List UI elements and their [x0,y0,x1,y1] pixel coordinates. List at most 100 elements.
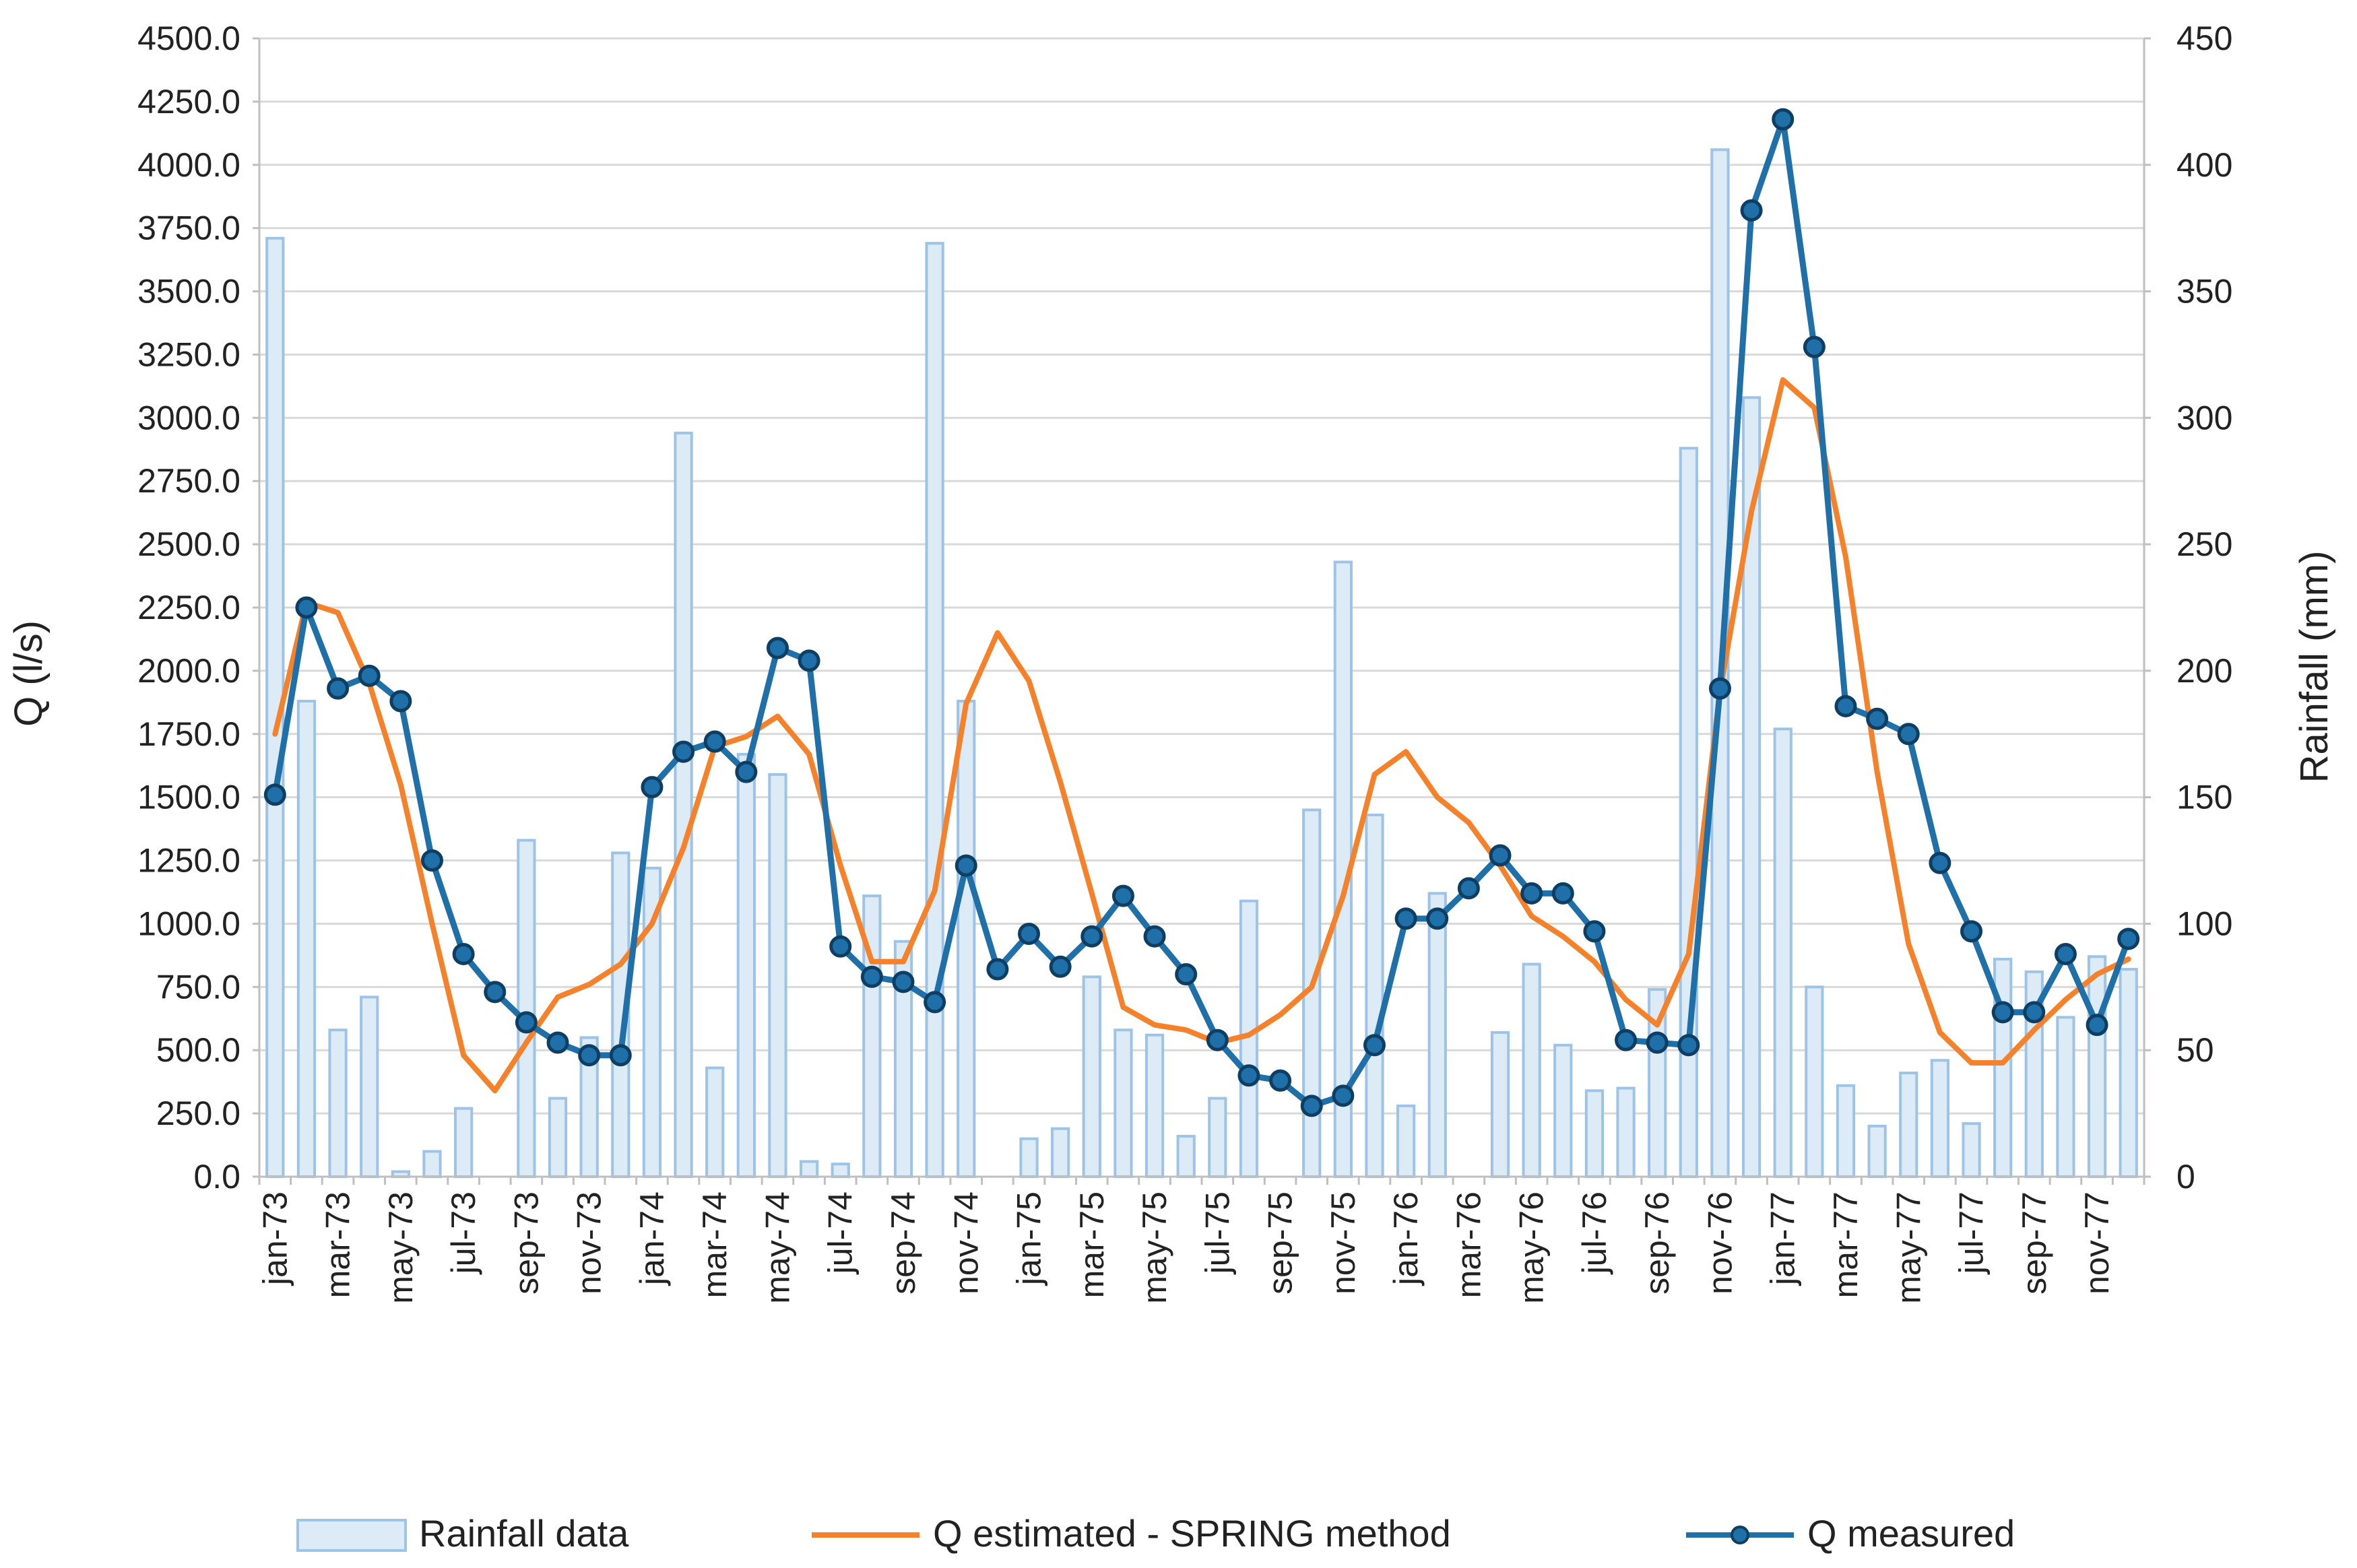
legend: Rainfall data Q estimated - SPRING metho… [296,1512,2015,1555]
rainfall-bar [422,1150,442,1179]
q-measured-point [1677,1034,1700,1057]
x-tick-label: jul-75 [1198,1191,1236,1275]
q-measured-point [358,664,381,687]
x-tick-label: mar-77 [1827,1191,1865,1298]
q-measured-point [327,677,350,700]
rainfall-bar [1051,1127,1070,1178]
rainfall-bar [360,995,379,1179]
rainfall-bar [548,1097,568,1178]
q-measured-point [2023,1001,2046,1024]
q-measured-point [1143,925,1166,948]
q-measured-point [1018,922,1041,945]
rainfall-bar [768,773,787,1179]
legend-label-rainfall: Rainfall data [419,1512,629,1555]
x-tick-label: jan-74 [633,1191,671,1286]
rainfall-bar [1082,975,1101,1179]
rainfall-bar [1208,1097,1227,1178]
rainfall-bar [2056,1016,2075,1179]
q-measured-point [1740,199,1763,222]
x-tick-label: sep-74 [884,1191,922,1295]
y2-tick-label: 350 [2176,273,2232,311]
q-measured-point [1646,1031,1669,1054]
rainfall-bar [1553,1043,1573,1178]
q-measured-point [1269,1069,1292,1092]
y2-tick-label: 50 [2176,1031,2214,1069]
q-measured-point [1551,882,1574,905]
q-measured-point [672,740,695,763]
y-tick-label: 1500.0 [137,779,240,816]
q-measured-point [578,1044,601,1067]
q-measured-point [1520,882,1543,905]
q-measured-point [295,596,318,619]
y-tick-label: 3000.0 [137,399,240,436]
q-measured-point [1300,1095,1323,1117]
y-tick-label: 1750.0 [137,715,240,753]
q-measured-point [1897,723,1920,746]
y2-tick-label: 0 [2176,1158,2195,1196]
y-axis-title: Q (l/s) [7,620,51,727]
x-tick-label: jul-77 [1953,1191,1991,1275]
rainfall-bar [328,1028,348,1178]
rainfall-bar [799,1160,819,1179]
q-measured-point [1929,851,1951,874]
y-tick-label: 750.0 [156,968,240,1006]
x-tick-label: sep-75 [1262,1191,1299,1295]
q-measured-point [1237,1064,1260,1087]
x-tick-label: mar-74 [696,1191,734,1298]
q-measured-point [1615,1028,1638,1051]
q-measured-point [1457,877,1480,900]
y-tick-label: 2000.0 [137,652,240,690]
q-lines [263,108,2140,1117]
x-tick-label: jan-75 [1010,1191,1048,1286]
rainfall-bar [1836,1084,1856,1179]
y-tick-label: 4250.0 [137,83,240,121]
legend-label-q-measured: Q measured [1807,1512,2015,1555]
x-tick-label: mar-73 [319,1191,357,1298]
q-measured-point [1708,677,1731,700]
q-measured-point [1803,335,1826,358]
rainfall-bar [1365,813,1384,1178]
rainfall-bar [1427,892,1447,1179]
q-measured-point [2086,1014,2108,1037]
y-tick-label: 1000.0 [137,905,240,942]
q-measured-point [1080,925,1103,948]
q-measured-point [1426,907,1449,930]
rainfall-bar [1522,962,1541,1178]
y-tick-label: 2750.0 [137,462,240,500]
rainfall-bar [831,1163,850,1178]
rainfall-bar [1805,985,1824,1179]
q-measured-point [1960,920,1983,943]
rainfall-bar [1584,1089,1605,1179]
rainfall-bar [925,242,944,1179]
rainfall-bar [1490,1031,1510,1179]
rainfall-bar [1773,727,1793,1179]
q-measured-line [271,116,2132,1109]
x-tick-label: may-73 [382,1191,420,1304]
q-measured-point [955,854,977,877]
rainfall-bar [453,1107,474,1178]
y-tick-label: 1250.0 [137,842,240,880]
x-tick-label: sep-76 [1638,1191,1676,1295]
q-measured-point [263,783,286,806]
rainfall-bar [1144,1033,1165,1178]
q-measured-point [1834,694,1857,717]
x-tick-label: jul-73 [445,1191,482,1275]
y2-tick-label: 300 [2176,399,2232,436]
x-tick-label: may-75 [1136,1191,1173,1304]
q-measured-point [892,971,915,993]
q-measured-point [798,649,820,672]
y2-tick-label: 400 [2176,146,2232,184]
y-tick-label: 4000.0 [137,146,240,184]
y-tick-label: 3750.0 [137,209,240,247]
q-measured-point [735,760,758,783]
rainfall-bar [957,699,976,1178]
y2-tick-label: 100 [2176,905,2232,942]
y-tick-label: 4500.0 [137,20,240,57]
x-tick-label: may-77 [1890,1191,1927,1304]
q-measured-point [546,1031,569,1054]
rainfall-bar [296,699,317,1178]
x-tick-label: may-76 [1513,1191,1551,1304]
q-measured-point [703,730,726,753]
rainfall-bar [2087,955,2107,1179]
